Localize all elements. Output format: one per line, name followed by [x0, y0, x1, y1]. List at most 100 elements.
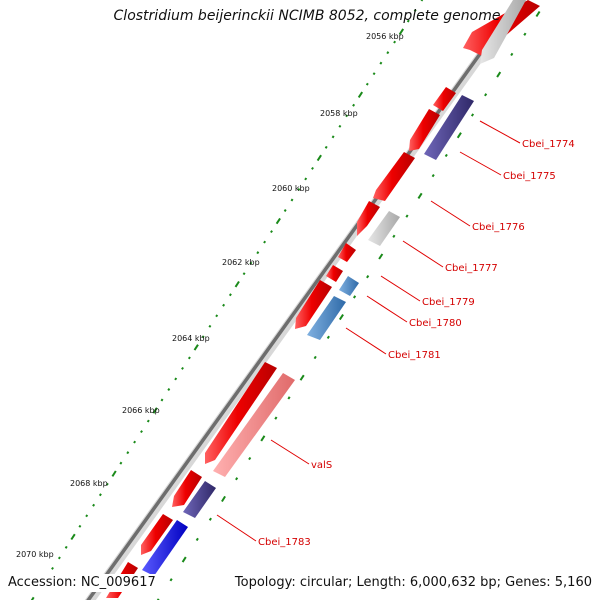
tick-label-2058: 2058 kbp — [320, 109, 358, 118]
tick-label-2060: 2060 kbp — [272, 184, 310, 193]
minor-tick — [283, 209, 287, 212]
minor-tick — [201, 335, 205, 339]
inner-tick — [417, 192, 423, 199]
tick-label-2062: 2062 kbp — [222, 258, 260, 267]
minor-tick — [420, 0, 424, 2]
gene-feature[interactable] — [409, 109, 440, 151]
gene-feature[interactable] — [424, 95, 474, 160]
minor-tick — [413, 9, 417, 12]
minor-tick — [338, 124, 342, 128]
kbp-tick-labels: 2056 kbp 2058 kbp 2060 kbp 2062 kbp 2064… — [16, 32, 404, 559]
inner-tick — [313, 355, 317, 360]
gene-feature[interactable] — [141, 514, 173, 555]
inner-tick — [366, 275, 370, 279]
gene-label-cbei-1781[interactable]: Cbei_1781 — [388, 350, 441, 361]
inner-tick — [208, 517, 212, 521]
inner-tick — [181, 556, 187, 563]
inner-tick — [235, 477, 239, 481]
leader-line — [430, 200, 471, 227]
inner-tick — [274, 416, 278, 420]
minor-tick — [365, 82, 369, 86]
gene-label-cbei-1779[interactable]: Cbei_1779 — [422, 297, 475, 308]
gene-label-vals[interactable]: valS — [311, 460, 332, 471]
gene-feature[interactable] — [433, 87, 456, 111]
inner-tick — [287, 396, 291, 400]
gene-feature[interactable] — [338, 243, 356, 262]
gene-label-cbei-1774[interactable]: Cbei_1774 — [522, 139, 575, 150]
gene-feature[interactable] — [326, 265, 343, 282]
inner-tick — [405, 214, 409, 218]
gene-feature[interactable] — [172, 470, 202, 507]
label-leader-lines — [216, 120, 521, 542]
minor-tick — [290, 198, 294, 202]
inner-tick — [378, 253, 384, 260]
leader-line — [479, 120, 521, 144]
tick-label-2064: 2064 kbp — [172, 334, 210, 343]
accession-text: Accession: NC_009617 — [8, 574, 156, 592]
inner-tick — [456, 132, 462, 139]
inner-tick — [431, 174, 435, 178]
gene-label-cbei-1776[interactable]: Cbei_1776 — [472, 222, 525, 233]
genome-summary-text: Topology: circular; Length: 6,000,632 bp… — [234, 574, 592, 592]
major-tick — [398, 28, 405, 35]
minor-tick — [297, 188, 301, 191]
inner-tick — [510, 52, 514, 57]
inner-tick — [523, 32, 527, 36]
major-tick — [234, 280, 240, 288]
minor-tick — [160, 398, 164, 402]
minor-tick — [64, 545, 68, 549]
gene-feature[interactable] — [307, 296, 346, 340]
tick-label-2070: 2070 kbp — [16, 550, 54, 559]
gene-feature[interactable] — [357, 201, 380, 236]
minor-tick — [304, 177, 308, 181]
inner-tick — [326, 335, 330, 339]
leader-line — [270, 439, 310, 465]
inner-tick — [535, 10, 541, 18]
major-tick — [357, 91, 364, 98]
minor-tick — [187, 356, 191, 360]
gene-feature[interactable] — [480, 0, 526, 64]
minor-tick — [215, 314, 219, 318]
major-tick — [111, 470, 117, 477]
minor-tick — [270, 230, 273, 234]
minor-tick — [263, 240, 267, 244]
major-tick — [30, 596, 35, 600]
gene-feature[interactable] — [142, 520, 188, 576]
inner-tick — [496, 71, 502, 78]
inner-tick — [444, 153, 448, 158]
gene-labels: Cbei_1774 Cbei_1775 Cbei_1776 Cbei_1777 … — [258, 139, 575, 548]
major-tick — [152, 407, 158, 414]
minor-tick — [51, 566, 54, 570]
minor-tick — [352, 103, 356, 107]
minor-tick — [393, 40, 397, 44]
gene-feature[interactable] — [339, 276, 359, 296]
gene-feature[interactable] — [368, 211, 400, 246]
major-tick — [316, 154, 322, 162]
leader-line — [345, 327, 387, 355]
minor-tick — [386, 51, 390, 55]
reverse-strand-genes — [142, 0, 526, 576]
gene-feature[interactable] — [213, 373, 295, 477]
minor-tick — [372, 72, 376, 76]
inner-tick — [338, 314, 344, 321]
inner-tick — [248, 456, 252, 461]
minor-tick — [208, 324, 212, 328]
gene-feature[interactable] — [183, 481, 216, 518]
gene-feature[interactable] — [295, 280, 332, 329]
inner-tick — [156, 598, 160, 600]
minor-tick — [174, 377, 178, 381]
minor-tick — [119, 461, 123, 465]
gene-feature[interactable] — [373, 152, 415, 201]
gene-feature[interactable] — [205, 362, 277, 464]
tick-label-2066: 2066 kbp — [122, 406, 160, 415]
gene-label-cbei-1783[interactable]: Cbei_1783 — [258, 537, 311, 548]
gene-label-cbei-1780[interactable]: Cbei_1780 — [409, 318, 462, 329]
minor-tick — [249, 261, 253, 265]
leader-line — [216, 514, 257, 542]
inner-tick-marks — [156, 10, 541, 600]
inner-tick — [221, 495, 226, 503]
gene-label-cbei-1777[interactable]: Cbei_1777 — [445, 263, 498, 274]
inner-tick — [260, 435, 266, 442]
gene-label-cbei-1775[interactable]: Cbei_1775 — [503, 171, 556, 182]
